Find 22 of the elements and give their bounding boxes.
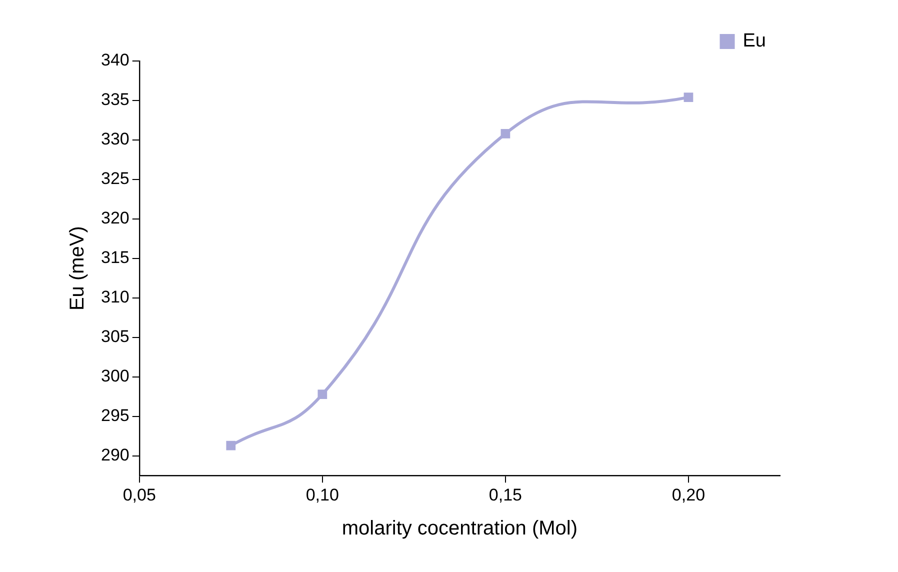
x-tick-label: 0,15: [488, 485, 522, 504]
x-tick-label: 0,10: [306, 485, 339, 504]
point: [684, 92, 694, 102]
y-tick-label: 330: [100, 130, 130, 149]
point: [226, 440, 236, 450]
y-tick-label: 310: [100, 288, 130, 307]
point: [500, 128, 510, 138]
x-tick-label: 0,05: [122, 485, 156, 504]
y-axis-title: Eu (meV): [66, 226, 89, 311]
y-tick-label: 340: [100, 50, 130, 70]
y-tick-label: 295: [100, 406, 130, 426]
x-tick-label: 0,20: [672, 485, 706, 504]
point: [318, 390, 328, 399]
y-tick-label: 300: [100, 366, 130, 386]
x-axis-title: molarity cocentration (Mol): [342, 518, 578, 540]
legend-label: Eu: [742, 30, 766, 52]
y-tick-label: 335: [100, 90, 130, 110]
y-tick-label: 315: [100, 248, 130, 268]
y-tick-label: 325: [100, 169, 130, 188]
y-tick-label: 290: [100, 446, 130, 465]
y-tick-label: 305: [100, 327, 130, 346]
y-tick-label: 320: [100, 208, 130, 228]
